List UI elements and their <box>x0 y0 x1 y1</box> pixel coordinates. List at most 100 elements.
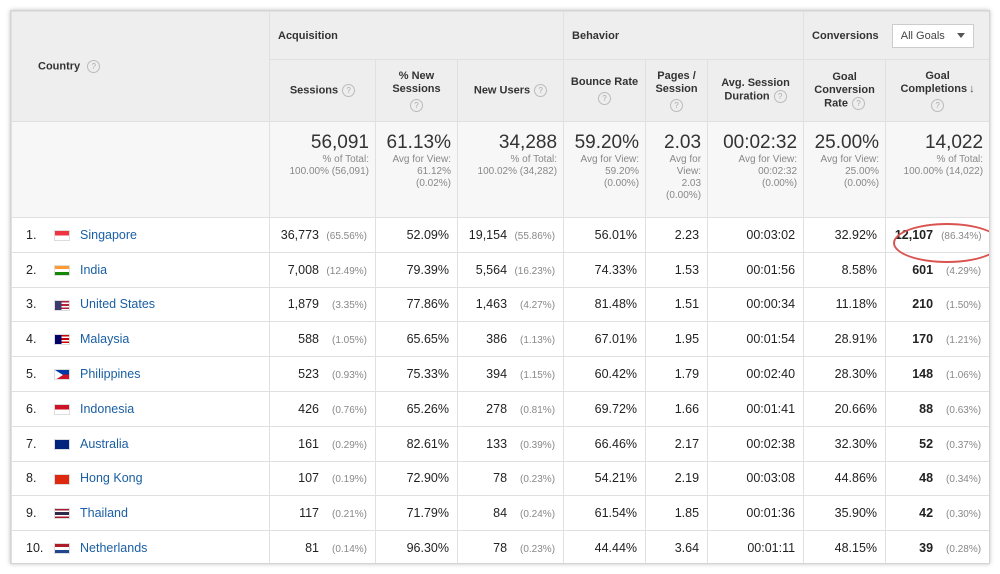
avg-duration-value: 00:01:56 <box>746 262 796 277</box>
goal-completions-value: 210 <box>912 297 934 312</box>
new-users-value: 84 <box>493 506 508 521</box>
total-caption: 61.12% <box>417 166 451 177</box>
new-sessions-cell: 65.65% <box>375 321 458 358</box>
country-link[interactable]: India <box>80 262 108 277</box>
country-cell: 9. Thailand <box>11 495 270 532</box>
goal-completions-cell: 148 (1.06%) <box>885 356 989 392</box>
new-sessions-cell: 96.30% <box>375 530 458 563</box>
goal-completions-percent: (4.29%) <box>946 265 982 277</box>
new-sessions-cell: 71.79% <box>375 495 458 532</box>
goal-completions-percent: (1.50%) <box>946 300 982 312</box>
sessions-column-header[interactable]: Sessions? <box>269 59 376 122</box>
country-link[interactable]: Netherlands <box>80 541 148 556</box>
new-sessions-cell: 75.33% <box>375 356 458 392</box>
bounce-rate-cell: 66.46% <box>563 425 647 462</box>
bounce-rate-value: 54.21% <box>594 471 638 486</box>
goal-completions-value: 88 <box>919 401 934 416</box>
total-new-users: 34,288% of Total: 100.02% (34,282) <box>456 121 565 218</box>
table-row: 7. Australia 161 (0.29%) 82.61% 133 (0.39%)… <box>11 425 989 462</box>
total-value: 2.03 <box>664 132 702 153</box>
header-line: Rate <box>824 97 848 110</box>
new-sessions-value: 52.09% <box>406 227 449 242</box>
goal-conversion-rate-value: 28.30% <box>834 367 878 382</box>
sessions-value: 36,773 <box>280 227 319 242</box>
help-icon[interactable]: ? <box>931 98 945 112</box>
goal-completions-percent: (0.30%) <box>946 509 982 521</box>
goal-completions-percent: (0.37%) <box>946 439 982 451</box>
help-icon[interactable]: ? <box>670 98 684 112</box>
help-icon[interactable]: ? <box>851 96 865 110</box>
new-sessions-column-header[interactable]: % New Sessions? <box>375 59 458 122</box>
country-column-header[interactable]: Country ? <box>11 11 270 122</box>
country-link[interactable]: Indonesia <box>80 401 135 416</box>
pages-session-value: 3.64 <box>674 541 700 556</box>
header-line: Avg. Session <box>721 77 790 90</box>
behavior-group-header: Behavior <box>563 11 805 60</box>
goal-completions-column-header[interactable]: Goal Completions ↓? <box>885 59 989 122</box>
row-index: 2. <box>26 262 37 277</box>
help-icon[interactable]: ? <box>534 83 548 97</box>
sessions-value: 161 <box>298 436 319 451</box>
pages-session-column-header[interactable]: Pages / Session? <box>645 59 709 122</box>
new-users-value: 394 <box>486 367 508 382</box>
bounce-rate-cell: 54.21% <box>563 460 647 497</box>
total-caption: (0.00%) <box>762 178 798 189</box>
goal-completions-cell: 48 (0.34%) <box>885 460 989 497</box>
country-link[interactable]: Australia <box>80 436 129 451</box>
country-cell: 6. Indonesia <box>11 390 270 427</box>
total-value: 25.00% <box>814 132 880 153</box>
new-sessions-value: 75.33% <box>406 367 449 382</box>
avg-duration-value: 00:03:02 <box>746 227 796 242</box>
sessions-cell: 426 (0.76%) <box>269 390 376 427</box>
goal-conversion-rate-value: 28.91% <box>834 332 878 347</box>
new-users-percent: (0.23%) <box>520 544 556 556</box>
help-icon[interactable]: ? <box>410 98 423 112</box>
new-users-column-header[interactable]: New Users? <box>456 59 565 122</box>
total-value: 14,022 <box>924 132 984 153</box>
avg-duration-cell: 00:01:56 <box>707 251 805 288</box>
bounce-rate-column-header[interactable]: Bounce Rate? <box>563 59 647 122</box>
total-caption: % of Total: <box>322 154 369 165</box>
sessions-cell: 36,773 (65.56%) <box>269 217 376 253</box>
help-icon[interactable]: ? <box>87 60 101 73</box>
help-icon[interactable]: ? <box>342 83 356 97</box>
sessions-percent: (0.93%) <box>331 370 367 382</box>
country-cell: 8. Hong Kong <box>11 460 270 497</box>
goal-conversion-rate-cell: 48.15% <box>803 530 887 563</box>
goal-completions-cell: 39 (0.28%) <box>885 530 989 563</box>
australia-flag-icon <box>54 438 70 450</box>
new-users-value: 278 <box>486 401 508 416</box>
country-link[interactable]: Malaysia <box>80 332 130 347</box>
avg-duration-column-header[interactable]: Avg. Session Duration? <box>707 59 805 122</box>
help-icon[interactable]: ? <box>598 92 612 105</box>
new-users-cell: 394 (1.15%) <box>456 356 565 392</box>
new-users-cell: 386 (1.13%) <box>456 321 565 358</box>
total-caption: (0.00%) <box>666 190 702 201</box>
new-sessions-cell: 72.90% <box>375 460 458 497</box>
country-link[interactable]: Hong Kong <box>80 471 143 486</box>
avg-duration-value: 00:03:08 <box>746 471 796 486</box>
row-index: 4. <box>26 332 37 347</box>
country-rows: 1. Singapore 36,773 (65.56%) 52.09% 19,154… <box>11 217 989 563</box>
avg-duration-value: 00:01:41 <box>746 401 796 416</box>
header-line: Goal <box>925 69 950 82</box>
new-sessions-value: 65.65% <box>406 332 449 347</box>
help-icon[interactable]: ? <box>773 90 787 104</box>
country-cell: 5. Philippines <box>11 356 270 392</box>
sessions-cell: 161 (0.29%) <box>269 425 376 462</box>
pages-session-cell: 3.64 <box>645 530 709 563</box>
goal-select-dropdown[interactable]: All Goals <box>891 23 974 48</box>
goal-completions-value: 170 <box>912 332 934 347</box>
avg-duration-cell: 00:03:08 <box>707 460 805 497</box>
total-pages-session: 2.03 Avg for View: 2.03 (0.00%) <box>645 121 709 218</box>
total-goal-completions: 14,022% of Total: 100.00% (14,022) <box>885 121 989 218</box>
avg-duration-cell: 00:00:34 <box>707 286 805 323</box>
bounce-rate-value: 74.33% <box>594 262 638 277</box>
country-link[interactable]: Thailand <box>80 506 128 521</box>
country-link[interactable]: Singapore <box>80 227 137 242</box>
country-link[interactable]: United States <box>80 297 156 312</box>
goal-conversion-rate-column-header[interactable]: Goal Conversion Rate? <box>803 59 887 122</box>
country-link[interactable]: Philippines <box>80 367 141 382</box>
sort-descending-icon[interactable]: ↓ <box>969 82 975 95</box>
bounce-rate-cell: 61.54% <box>563 495 647 532</box>
